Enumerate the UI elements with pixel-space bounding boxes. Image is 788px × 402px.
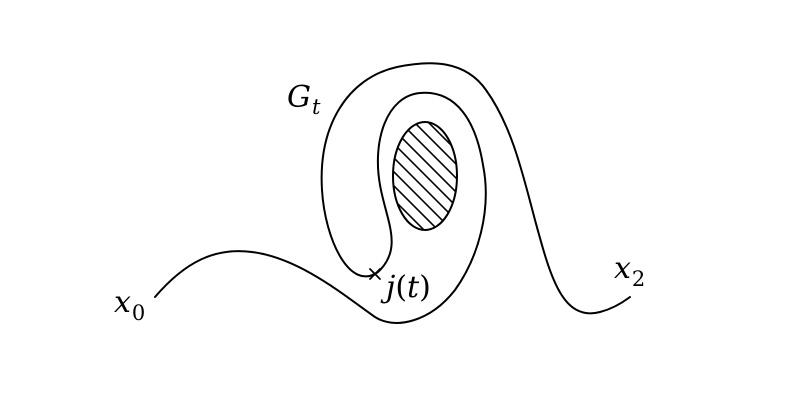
marked-point-cross: [369, 268, 381, 280]
curve-label-g-t: Gt: [287, 80, 321, 119]
end-point-label: x2: [614, 251, 645, 291]
marked-point-func: j: [380, 270, 395, 305]
marked-point-open-paren: (: [395, 270, 407, 305]
marked-point-arg: t: [407, 270, 420, 305]
marked-point-label: j(t): [380, 270, 431, 305]
end-point-subscript: 2: [632, 267, 645, 291]
end-point-base: x: [614, 251, 631, 286]
start-point-label: x0: [114, 285, 145, 325]
obstacle-outline: [392, 121, 458, 231]
start-point-base: x: [114, 285, 131, 320]
main-path: [154, 62, 631, 324]
curve-label-subscript: t: [312, 95, 321, 119]
curve-label-base: G: [287, 80, 311, 115]
hatched-obstacle: [392, 121, 458, 231]
marked-point-close-paren: ): [419, 270, 431, 305]
start-point-subscript: 0: [132, 301, 145, 325]
hatch-pattern: [393, 122, 457, 230]
